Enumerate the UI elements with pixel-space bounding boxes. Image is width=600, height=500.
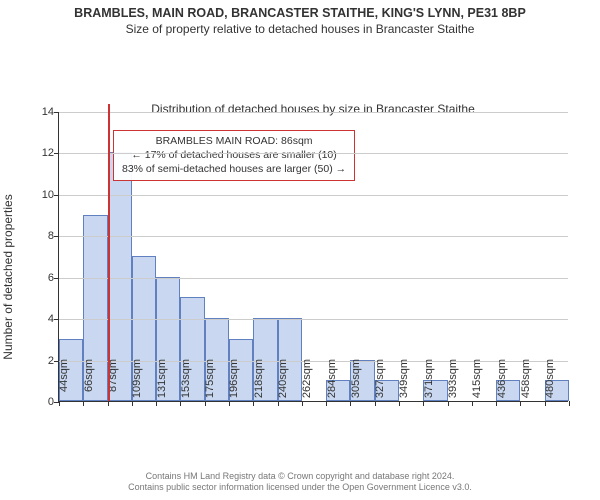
x-tick-label: 415sqm xyxy=(471,359,483,409)
x-tick-label: 240sqm xyxy=(277,359,289,409)
x-tick-label: 262sqm xyxy=(301,359,313,409)
chart-subtitle: Size of property relative to detached ho… xyxy=(0,20,600,40)
x-tick-label: 44sqm xyxy=(58,359,70,409)
x-tick-label: 175sqm xyxy=(204,359,216,409)
grid-line xyxy=(59,236,568,237)
annotation-box: BRAMBLES MAIN ROAD: 86sqm ← 17% of detac… xyxy=(113,130,355,181)
x-tick-label: 371sqm xyxy=(423,359,435,409)
x-tick-label: 393sqm xyxy=(447,359,459,409)
footer-line1: Contains HM Land Registry data © Crown c… xyxy=(0,471,600,483)
chart-title: BRAMBLES, MAIN ROAD, BRANCASTER STAITHE,… xyxy=(0,0,600,20)
x-tick-label: 109sqm xyxy=(131,359,143,409)
x-tick-label: 66sqm xyxy=(83,359,95,409)
grid-line xyxy=(59,112,568,113)
x-tick-label: 458sqm xyxy=(520,359,532,409)
x-tick-label: 218sqm xyxy=(253,359,265,409)
x-tick-label: 436sqm xyxy=(496,359,508,409)
y-tick-label: 10 xyxy=(42,189,59,201)
x-tick-mark xyxy=(569,401,570,406)
x-tick-label: 284sqm xyxy=(326,359,338,409)
x-tick-label: 327sqm xyxy=(374,359,386,409)
y-tick-label: 12 xyxy=(42,147,59,159)
x-tick-label: 349sqm xyxy=(398,359,410,409)
x-tick-label: 131sqm xyxy=(156,359,168,409)
annotation-line1: BRAMBLES MAIN ROAD: 86sqm xyxy=(122,134,346,148)
x-tick-label: 305sqm xyxy=(350,359,362,409)
y-tick-label: 14 xyxy=(42,106,59,118)
plot-area: BRAMBLES MAIN ROAD: 86sqm ← 17% of detac… xyxy=(58,112,568,402)
marker-line xyxy=(108,104,110,401)
y-tick-label: 6 xyxy=(48,272,59,284)
annotation-line3: 83% of semi-detached houses are larger (… xyxy=(122,162,346,176)
x-tick-label: 480sqm xyxy=(544,359,556,409)
chart-container: Number of detached properties BRAMBLES M… xyxy=(20,102,580,452)
grid-line xyxy=(59,153,568,154)
y-tick-label: 4 xyxy=(48,313,59,325)
x-tick-label: 153sqm xyxy=(180,359,192,409)
y-tick-label: 8 xyxy=(48,230,59,242)
footer: Contains HM Land Registry data © Crown c… xyxy=(0,471,600,494)
grid-line xyxy=(59,319,568,320)
grid-line xyxy=(59,278,568,279)
grid-line xyxy=(59,195,568,196)
y-axis-label: Number of detached properties xyxy=(1,194,15,359)
x-tick-label: 196sqm xyxy=(228,359,240,409)
annotation-line2: ← 17% of detached houses are smaller (10… xyxy=(122,148,346,162)
footer-line2: Contains public sector information licen… xyxy=(0,482,600,494)
